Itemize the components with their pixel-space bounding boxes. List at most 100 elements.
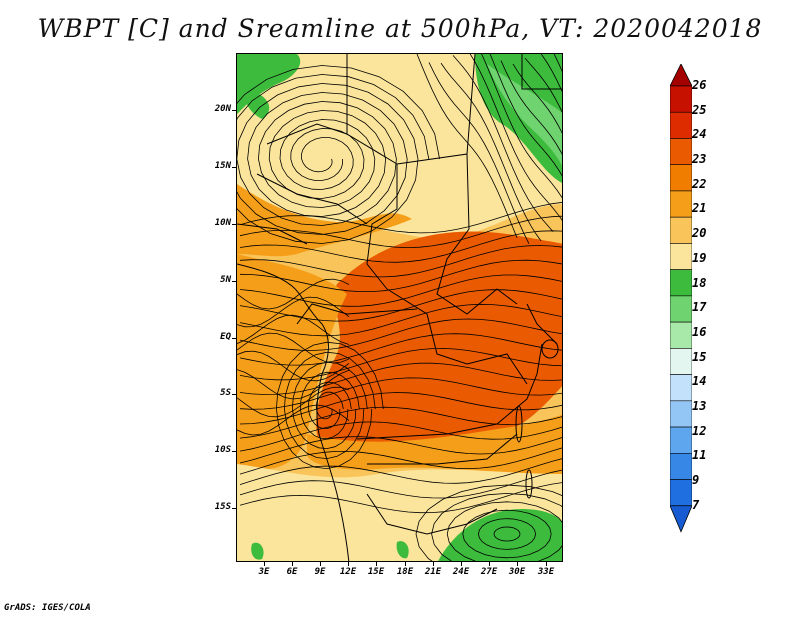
streamline <box>431 492 562 561</box>
streamline <box>237 278 350 310</box>
colorbar-label: 15 <box>692 349 707 364</box>
streamline <box>307 381 352 430</box>
lat-tick <box>232 338 236 339</box>
streamline <box>239 392 562 425</box>
lon-label-9e: 9E <box>314 567 326 577</box>
lon-tick <box>348 562 349 566</box>
lon-tick <box>405 562 406 566</box>
colorbar-segment <box>669 190 693 218</box>
streamline <box>469 54 562 221</box>
streamline <box>268 110 386 199</box>
streamline <box>279 119 376 190</box>
colorbar-label: 17 <box>692 300 707 315</box>
streamline <box>428 62 530 244</box>
streamline <box>239 469 562 499</box>
lon-tick <box>376 562 377 566</box>
streamline <box>299 371 360 440</box>
streamline <box>283 351 376 460</box>
streamline <box>239 447 562 475</box>
colorbar-segment <box>669 479 693 507</box>
field-green-northwest-2 <box>245 89 270 119</box>
streamline <box>512 63 562 134</box>
colorbar-segment <box>669 243 693 270</box>
streamline <box>481 54 562 199</box>
lon-tick <box>320 562 321 566</box>
streamline <box>440 62 542 242</box>
streamline <box>239 259 562 292</box>
colorbar-segment <box>669 269 693 297</box>
colorbar-label: 18 <box>692 275 707 290</box>
streamline <box>489 54 562 177</box>
streamline <box>239 377 562 410</box>
colorbar-label: 14 <box>692 374 707 389</box>
lat-label-5n: 5N <box>220 275 231 285</box>
streamline <box>239 230 562 263</box>
lat-tick <box>232 110 236 111</box>
lat-label-15n: 15N <box>214 161 231 171</box>
field-lightgreen-northeast <box>487 64 562 166</box>
colorbar-label: 21 <box>692 201 707 216</box>
colorbar-segment <box>669 85 693 113</box>
streamlines <box>237 54 562 561</box>
streamline <box>239 458 562 485</box>
colorbar-label: 24 <box>692 127 707 142</box>
colorbar-label: 11 <box>692 448 707 463</box>
lon-label-30e: 30E <box>508 567 526 577</box>
lon-label-12e: 12E <box>339 567 357 577</box>
streamline <box>239 289 562 322</box>
lon-tick <box>433 562 434 566</box>
streamline <box>237 65 440 244</box>
streamline <box>493 526 521 542</box>
colorbar-segment <box>669 138 693 166</box>
streamline <box>237 74 430 235</box>
streamline <box>239 245 562 278</box>
lat-tick <box>232 167 236 168</box>
streamline <box>239 202 562 234</box>
streamline <box>416 54 518 238</box>
streamline <box>237 83 419 226</box>
streamline <box>291 361 368 450</box>
streamline <box>247 92 408 217</box>
streamline <box>446 501 562 561</box>
lon-label-21e: 21E <box>424 567 442 577</box>
lat-tick <box>232 508 236 509</box>
streamline <box>500 60 562 155</box>
lat-label-5s: 5S <box>220 388 231 398</box>
colorbar-label: 25 <box>692 102 707 117</box>
lon-tick <box>546 562 547 566</box>
colorbar-segment <box>669 400 693 428</box>
lon-tick <box>292 562 293 566</box>
map-panel <box>236 53 563 562</box>
lat-tick <box>232 451 236 452</box>
lon-label-18e: 18E <box>396 567 414 577</box>
colorbar-segment <box>669 374 693 402</box>
map-title: WBPT [C] and Sreamline at 500hPa, VT: 20… <box>37 14 763 43</box>
lon-tick <box>517 562 518 566</box>
colorbar-label: 26 <box>692 78 707 92</box>
country-borders <box>237 54 562 561</box>
field-orange-west <box>237 254 347 470</box>
lon-label-33e: 33E <box>537 567 555 577</box>
colorbar-label: 9 <box>692 473 700 488</box>
streamline <box>239 436 562 464</box>
lon-label-24e: 24E <box>452 567 470 577</box>
colorbar-label: 19 <box>692 250 707 265</box>
streamline <box>415 484 562 561</box>
lon-tick <box>461 562 462 566</box>
colorbar-segment <box>669 452 693 480</box>
color-bar-graphic <box>669 63 693 533</box>
lon-label-3e: 3E <box>258 567 270 577</box>
field-orange-north <box>237 184 412 257</box>
lat-tick <box>232 281 236 282</box>
colorbar-top-arrow <box>669 63 693 87</box>
colorbar-segment <box>669 426 693 454</box>
streamline <box>239 333 562 366</box>
streamline <box>237 386 350 418</box>
colorbar-label: 23 <box>692 152 707 167</box>
color-bar <box>669 63 693 563</box>
streamline <box>237 350 350 382</box>
colorbar-label: 20 <box>692 226 707 241</box>
colorbar-label: 12 <box>692 423 707 438</box>
colorbar-label: 13 <box>692 398 707 413</box>
lon-label-6e: 6E <box>286 567 298 577</box>
